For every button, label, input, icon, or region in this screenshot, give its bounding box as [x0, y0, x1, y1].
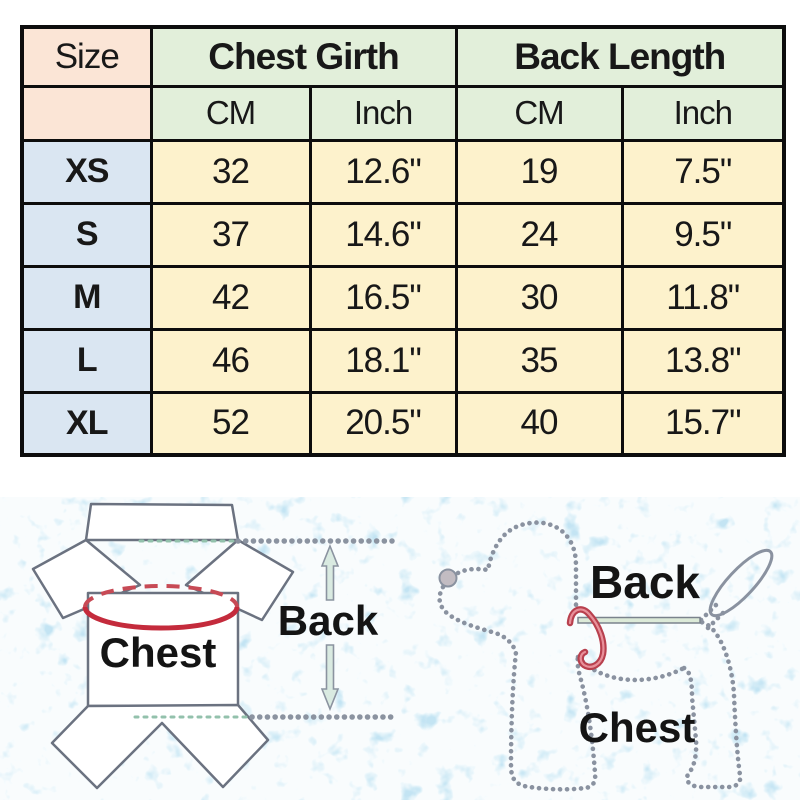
- size-cell: S: [20, 201, 153, 268]
- back-arrow-down: [320, 644, 340, 712]
- chest-cm-cell: 52: [149, 390, 312, 457]
- garment-body: [86, 591, 240, 708]
- back-arrow-up: [320, 543, 340, 601]
- chest-cm-cell: 37: [149, 201, 312, 268]
- size-table: Size Chest Girth Back Length CM Inch CM …: [20, 25, 787, 457]
- back-cm-cell: 19: [454, 138, 624, 205]
- dog-belly-path: [575, 654, 687, 683]
- chest-cm-cell: 32: [149, 138, 312, 205]
- measurement-diagram: Back Chest Back Chest: [0, 497, 800, 800]
- size-cell: M: [20, 264, 153, 331]
- garment-diagram: [31, 502, 295, 790]
- garment-right-wing: [184, 538, 295, 622]
- header-size: Size: [20, 25, 153, 88]
- dog-front-leg-path: [437, 584, 598, 792]
- dog-tail: [708, 548, 774, 618]
- back-inch-cell: 11.8": [620, 264, 786, 331]
- dog-head-path: [455, 520, 579, 621]
- chest-inch-cell: 16.5": [308, 264, 458, 331]
- garment-chest-ellipse: [82, 584, 240, 631]
- table-row: M 42 16.5" 30 11.8": [20, 264, 786, 331]
- snow-background: [0, 497, 800, 800]
- dog-chest-curve: [566, 606, 607, 671]
- back-cm-cell: 35: [454, 327, 624, 394]
- table-row: S 37 14.6" 24 9.5": [20, 201, 786, 268]
- subheader-empty: [20, 84, 153, 142]
- garment-back-label: Back: [278, 597, 379, 644]
- header-chest-girth: Chest Girth: [149, 25, 458, 88]
- back-cm-cell: 30: [454, 264, 624, 331]
- dog-back-label: Back: [590, 556, 700, 608]
- chest-inch-cell: 12.6": [308, 138, 458, 205]
- subheader-chest-inch: Inch: [308, 84, 458, 142]
- back-cm-cell: 40: [454, 390, 624, 457]
- table-row: XS 32 12.6" 19 7.5": [20, 138, 786, 205]
- chest-inch-cell: 20.5": [308, 390, 458, 457]
- back-inch-cell: 9.5": [620, 201, 786, 268]
- garment-neck-flap: [84, 502, 240, 542]
- table-row: L 46 18.1" 35 13.8": [20, 327, 786, 394]
- dog-back-line: [577, 616, 701, 624]
- dog-hind-leg-path: [681, 619, 743, 790]
- dog-chest-label: Chest: [579, 704, 696, 751]
- back-inch-cell: 15.7": [620, 390, 786, 457]
- back-inch-cell: 7.5": [620, 138, 786, 205]
- garment-left-wing: [31, 538, 142, 620]
- size-cell: XS: [20, 138, 153, 205]
- table-header-row: Size Chest Girth Back Length: [20, 25, 786, 88]
- back-inch-cell: 13.8": [620, 327, 786, 394]
- table-row: XL 52 20.5" 40 15.7": [20, 390, 786, 457]
- chest-cm-cell: 46: [149, 327, 312, 394]
- size-cell: XL: [20, 390, 153, 457]
- chest-cm-cell: 42: [149, 264, 312, 331]
- subheader-back-cm: CM: [454, 84, 624, 142]
- size-cell: L: [20, 327, 153, 394]
- chest-inch-cell: 14.6": [308, 201, 458, 268]
- header-back-length: Back Length: [454, 25, 786, 88]
- dog-nose: [438, 568, 458, 588]
- table-subheader-row: CM Inch CM Inch: [20, 84, 786, 142]
- subheader-back-inch: Inch: [620, 84, 786, 142]
- garment-leg-flaps: [50, 703, 270, 790]
- subheader-chest-cm: CM: [149, 84, 312, 142]
- back-cm-cell: 24: [454, 201, 624, 268]
- back-arrow: [320, 543, 340, 712]
- garment-chest-label: Chest: [100, 629, 217, 676]
- chest-inch-cell: 18.1": [308, 327, 458, 394]
- back-length-guide-lines: [133, 538, 395, 720]
